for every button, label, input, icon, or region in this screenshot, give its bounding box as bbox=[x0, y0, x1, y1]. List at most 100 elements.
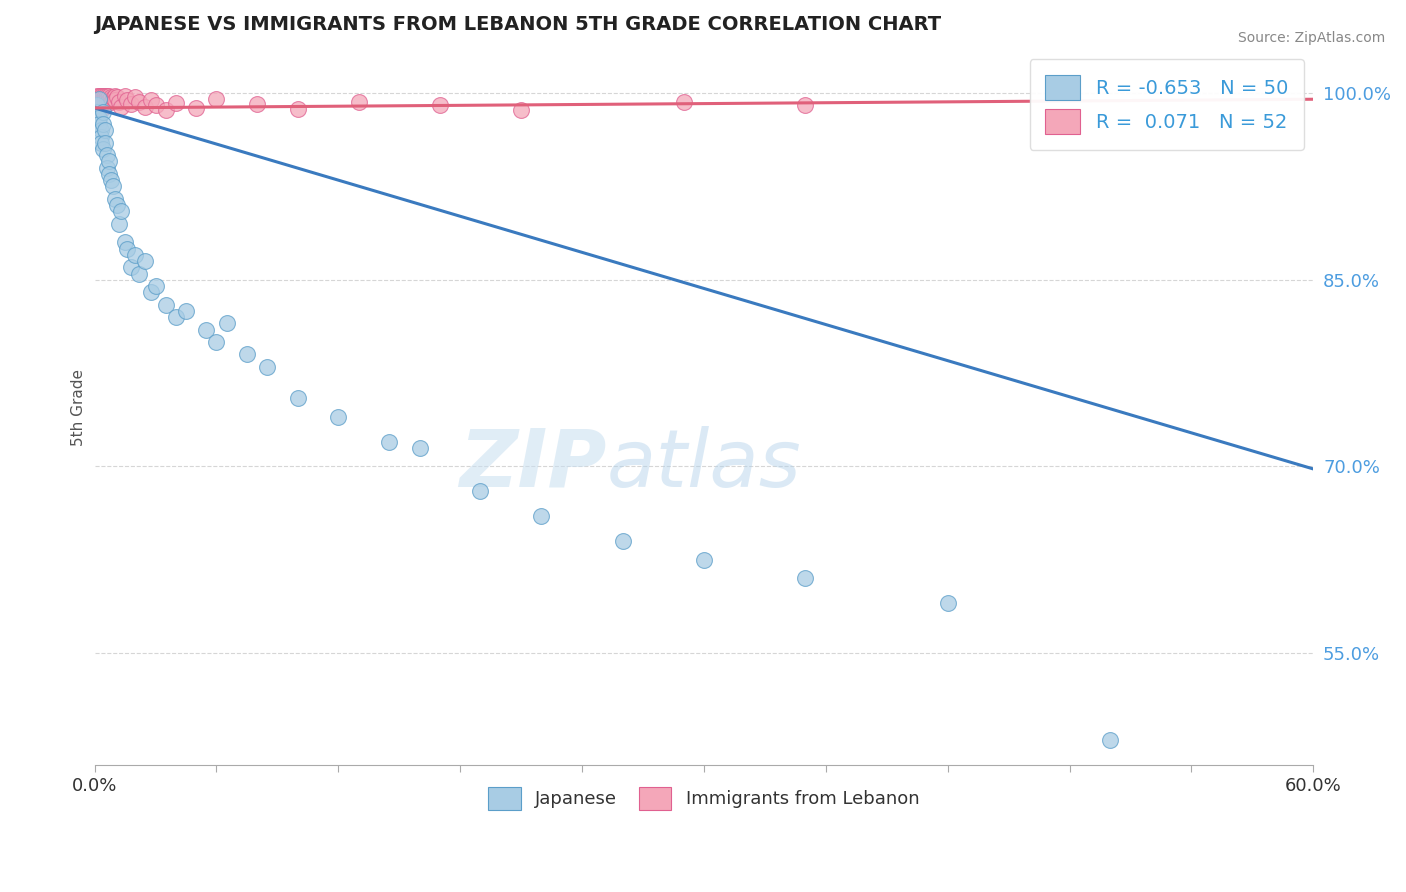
Point bbox=[114, 235, 136, 250]
Point bbox=[287, 391, 309, 405]
Point bbox=[347, 95, 370, 109]
Point bbox=[378, 434, 401, 449]
Point bbox=[155, 103, 177, 118]
Point bbox=[195, 322, 218, 336]
Point bbox=[110, 100, 132, 114]
Point bbox=[86, 88, 108, 103]
Point bbox=[155, 298, 177, 312]
Point bbox=[100, 95, 122, 109]
Point bbox=[97, 94, 120, 108]
Point bbox=[91, 101, 114, 115]
Point bbox=[91, 117, 114, 131]
Point bbox=[93, 123, 115, 137]
Point bbox=[108, 217, 131, 231]
Point bbox=[87, 103, 110, 118]
Point bbox=[96, 88, 118, 103]
Point bbox=[93, 97, 115, 112]
Legend: Japanese, Immigrants from Lebanon: Japanese, Immigrants from Lebanon bbox=[481, 780, 927, 817]
Text: JAPANESE VS IMMIGRANTS FROM LEBANON 5TH GRADE CORRELATION CHART: JAPANESE VS IMMIGRANTS FROM LEBANON 5TH … bbox=[94, 15, 942, 34]
Point bbox=[90, 95, 112, 110]
Point bbox=[101, 179, 124, 194]
Point bbox=[87, 117, 110, 131]
Point bbox=[429, 98, 451, 112]
Point bbox=[612, 534, 634, 549]
Point bbox=[91, 104, 114, 119]
Point bbox=[246, 97, 269, 112]
Point bbox=[145, 98, 167, 112]
Y-axis label: 5th Grade: 5th Grade bbox=[72, 368, 86, 446]
Point bbox=[115, 94, 138, 108]
Point bbox=[93, 92, 115, 106]
Point bbox=[96, 95, 118, 110]
Point bbox=[86, 98, 108, 112]
Point bbox=[114, 88, 136, 103]
Point bbox=[120, 97, 142, 112]
Point bbox=[236, 347, 259, 361]
Point bbox=[104, 94, 127, 108]
Point bbox=[110, 204, 132, 219]
Point bbox=[87, 88, 110, 103]
Point bbox=[936, 596, 959, 610]
Point bbox=[115, 242, 138, 256]
Point bbox=[87, 92, 110, 106]
Point bbox=[96, 92, 118, 106]
Point bbox=[470, 484, 492, 499]
Point bbox=[205, 334, 228, 349]
Point bbox=[86, 101, 108, 115]
Point bbox=[97, 154, 120, 169]
Point bbox=[256, 359, 278, 374]
Point bbox=[90, 100, 112, 114]
Point bbox=[91, 142, 114, 156]
Text: ZIP: ZIP bbox=[458, 425, 606, 504]
Point bbox=[104, 88, 127, 103]
Point bbox=[1099, 733, 1122, 747]
Point bbox=[105, 198, 128, 212]
Point bbox=[86, 104, 108, 119]
Point bbox=[134, 254, 156, 268]
Point bbox=[96, 161, 118, 175]
Point bbox=[184, 101, 207, 115]
Point bbox=[120, 260, 142, 275]
Point bbox=[86, 92, 108, 106]
Point bbox=[86, 95, 108, 110]
Point bbox=[96, 148, 118, 162]
Point bbox=[91, 95, 114, 110]
Point bbox=[87, 111, 110, 125]
Point bbox=[100, 173, 122, 187]
Point bbox=[90, 123, 112, 137]
Point bbox=[100, 89, 122, 103]
Point bbox=[87, 92, 110, 106]
Point bbox=[101, 91, 124, 105]
Point bbox=[108, 95, 131, 109]
Point bbox=[90, 92, 112, 106]
Point bbox=[128, 95, 150, 109]
Point bbox=[97, 167, 120, 181]
Point bbox=[408, 441, 430, 455]
Point bbox=[90, 88, 112, 103]
Point bbox=[287, 102, 309, 116]
Point bbox=[174, 303, 197, 318]
Point bbox=[124, 248, 146, 262]
Point bbox=[90, 136, 112, 150]
Point bbox=[93, 136, 115, 150]
Point bbox=[87, 100, 110, 114]
Point bbox=[165, 95, 187, 110]
Point bbox=[165, 310, 187, 324]
Point bbox=[693, 553, 716, 567]
Point bbox=[105, 89, 128, 103]
Point bbox=[87, 95, 110, 110]
Point bbox=[794, 572, 817, 586]
Point bbox=[794, 98, 817, 112]
Point bbox=[91, 92, 114, 106]
Point bbox=[134, 100, 156, 114]
Text: atlas: atlas bbox=[606, 425, 801, 504]
Point bbox=[141, 94, 163, 108]
Point bbox=[90, 129, 112, 144]
Point bbox=[97, 88, 120, 103]
Point bbox=[104, 192, 127, 206]
Point bbox=[141, 285, 163, 300]
Point bbox=[91, 88, 114, 103]
Point bbox=[124, 89, 146, 103]
Point bbox=[93, 88, 115, 103]
Point bbox=[328, 409, 350, 424]
